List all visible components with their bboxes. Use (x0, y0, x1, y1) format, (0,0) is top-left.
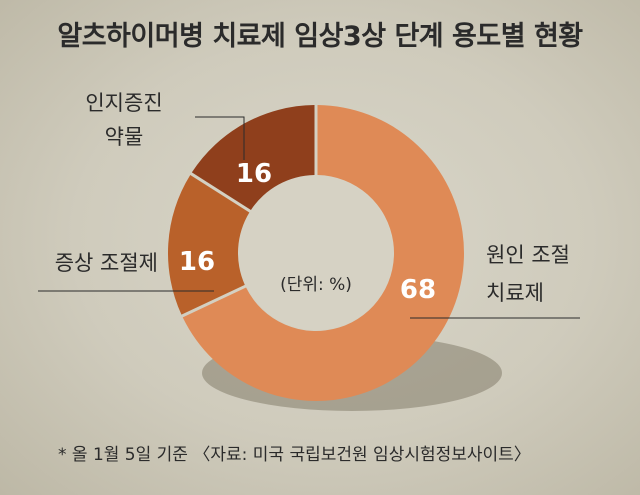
unit-label: (단위: %) (280, 275, 352, 295)
source-footnote: * 올 1월 5일 기준 〈자료: 미국 국립보건원 임상시험정보사이트〉 (58, 445, 531, 465)
leader-line (195, 116, 245, 160)
slice-category-label: 원인 조절 (486, 243, 570, 267)
slice-value-label: 16 (179, 247, 215, 277)
chart-title: 알츠하이머병 치료제 임상3상 단계 용도별 현황 (57, 21, 583, 52)
slice-category-label: 인지증진 (85, 91, 162, 115)
donut-hole (239, 176, 393, 330)
slice-value-label: 16 (236, 159, 272, 189)
donut-slice (182, 105, 464, 401)
slice-category-label: 치료제 (486, 281, 544, 305)
slice-category-label: 약물 (105, 125, 144, 149)
slice-value-label: 68 (400, 275, 436, 305)
slice-category-label: 증상 조절제 (55, 251, 158, 275)
donut-slice (168, 174, 250, 315)
donut-slice (191, 105, 315, 210)
